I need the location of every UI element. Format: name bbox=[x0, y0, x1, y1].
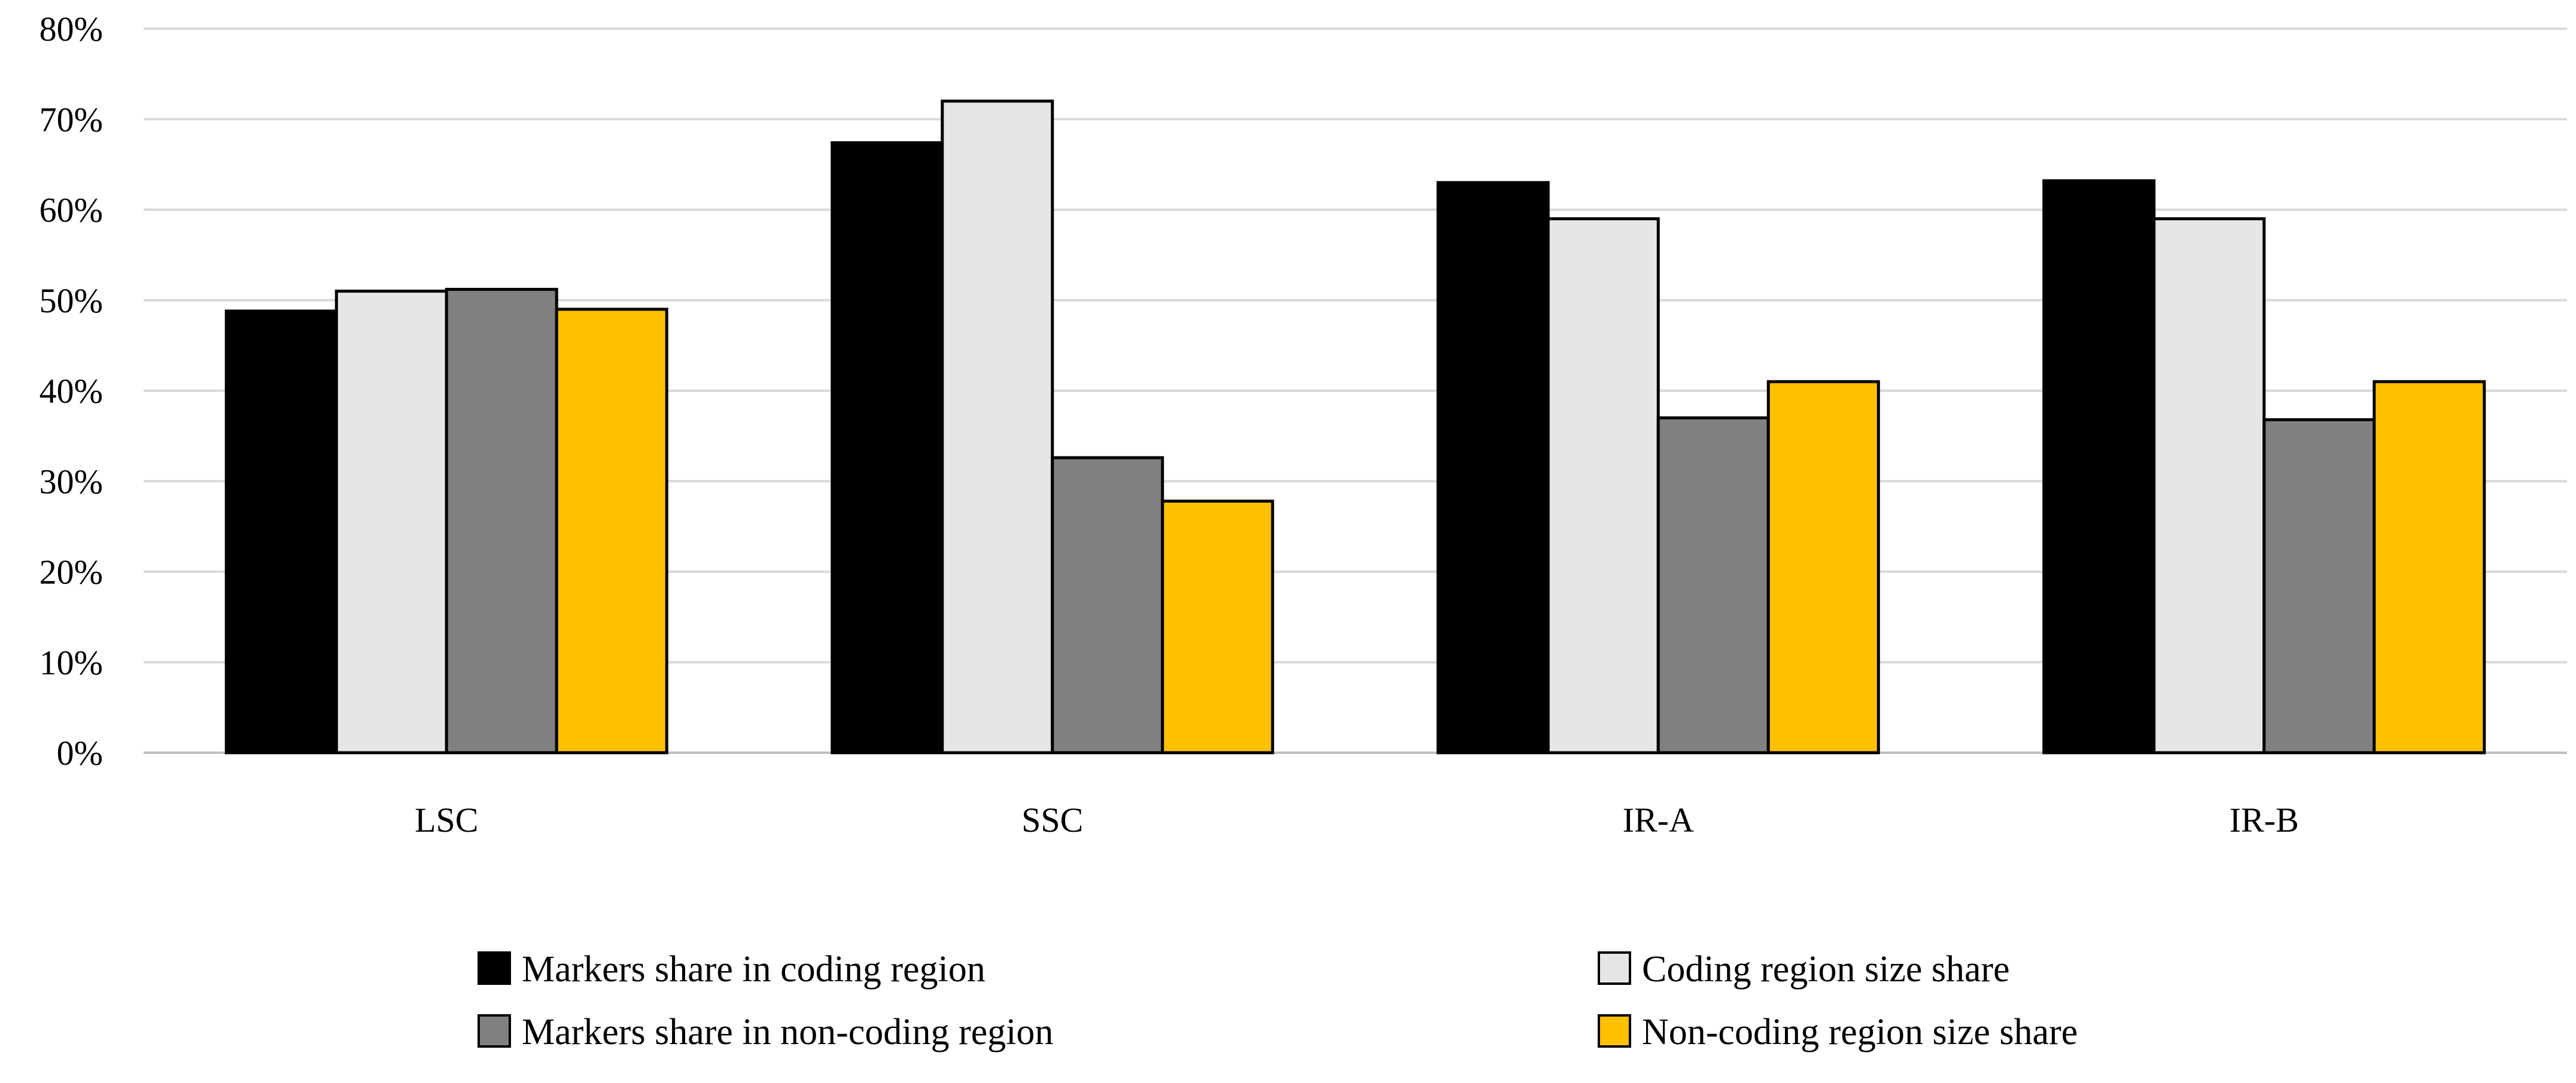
x-axis-category-labels: LSC SSC IR-A IR-B bbox=[415, 801, 2299, 839]
x-category-label: IR-A bbox=[1623, 801, 1694, 839]
y-tick-label: 0% bbox=[57, 734, 103, 772]
legend-label: Non-coding region size share bbox=[1642, 1012, 2078, 1052]
bar-ssc-series-4 bbox=[1161, 500, 1275, 755]
bar-lsc-series-2 bbox=[334, 290, 448, 755]
bar-ir-a-series-4 bbox=[1766, 380, 1880, 755]
y-tick-label: 70% bbox=[39, 100, 103, 139]
bar-ssc-series-1 bbox=[831, 141, 944, 755]
bar-ssc-series-3 bbox=[1051, 456, 1164, 755]
bar-ir-b-series-3 bbox=[2262, 418, 2376, 755]
bars bbox=[224, 99, 2486, 755]
legend-swatch bbox=[1598, 1014, 1631, 1048]
bar-ir-b-series-2 bbox=[2152, 217, 2266, 755]
x-category-label: IR-B bbox=[2230, 801, 2299, 839]
bar-ir-a-series-1 bbox=[1436, 181, 1550, 755]
x-category-label: LSC bbox=[415, 801, 478, 839]
x-category-label: SSC bbox=[1021, 801, 1083, 839]
bar-lsc-series-4 bbox=[555, 308, 668, 755]
legend: Markers share in coding region Coding reg… bbox=[478, 949, 2078, 1052]
legend-swatch bbox=[478, 1014, 511, 1048]
bar-ir-b-series-1 bbox=[2042, 179, 2156, 755]
legend-label: Markers share in coding region bbox=[522, 949, 986, 990]
y-axis-tick-labels: 0% 10% 20% 30% 40% 50% 60% 70% 80% bbox=[39, 10, 103, 772]
y-tick-label: 60% bbox=[39, 191, 103, 230]
bar-ir-a-series-2 bbox=[1546, 217, 1660, 755]
legend-label: Markers share in non-coding region bbox=[522, 1012, 1053, 1052]
legend-swatch bbox=[478, 951, 511, 985]
bar-ir-a-series-3 bbox=[1656, 416, 1770, 755]
y-tick-label: 50% bbox=[39, 281, 103, 320]
y-tick-label: 10% bbox=[39, 643, 103, 682]
y-tick-label: 40% bbox=[39, 372, 103, 410]
bar-ssc-series-2 bbox=[941, 99, 1054, 755]
legend-label: Coding region size share bbox=[1642, 949, 2010, 990]
bar-lsc-series-1 bbox=[224, 309, 338, 755]
bar-lsc-series-3 bbox=[445, 288, 558, 755]
legend-swatch bbox=[1598, 951, 1631, 985]
y-tick-label: 30% bbox=[39, 462, 103, 501]
y-tick-label: 20% bbox=[39, 553, 103, 592]
y-tick-label: 80% bbox=[39, 10, 103, 48]
bar-ir-b-series-4 bbox=[2373, 380, 2486, 755]
